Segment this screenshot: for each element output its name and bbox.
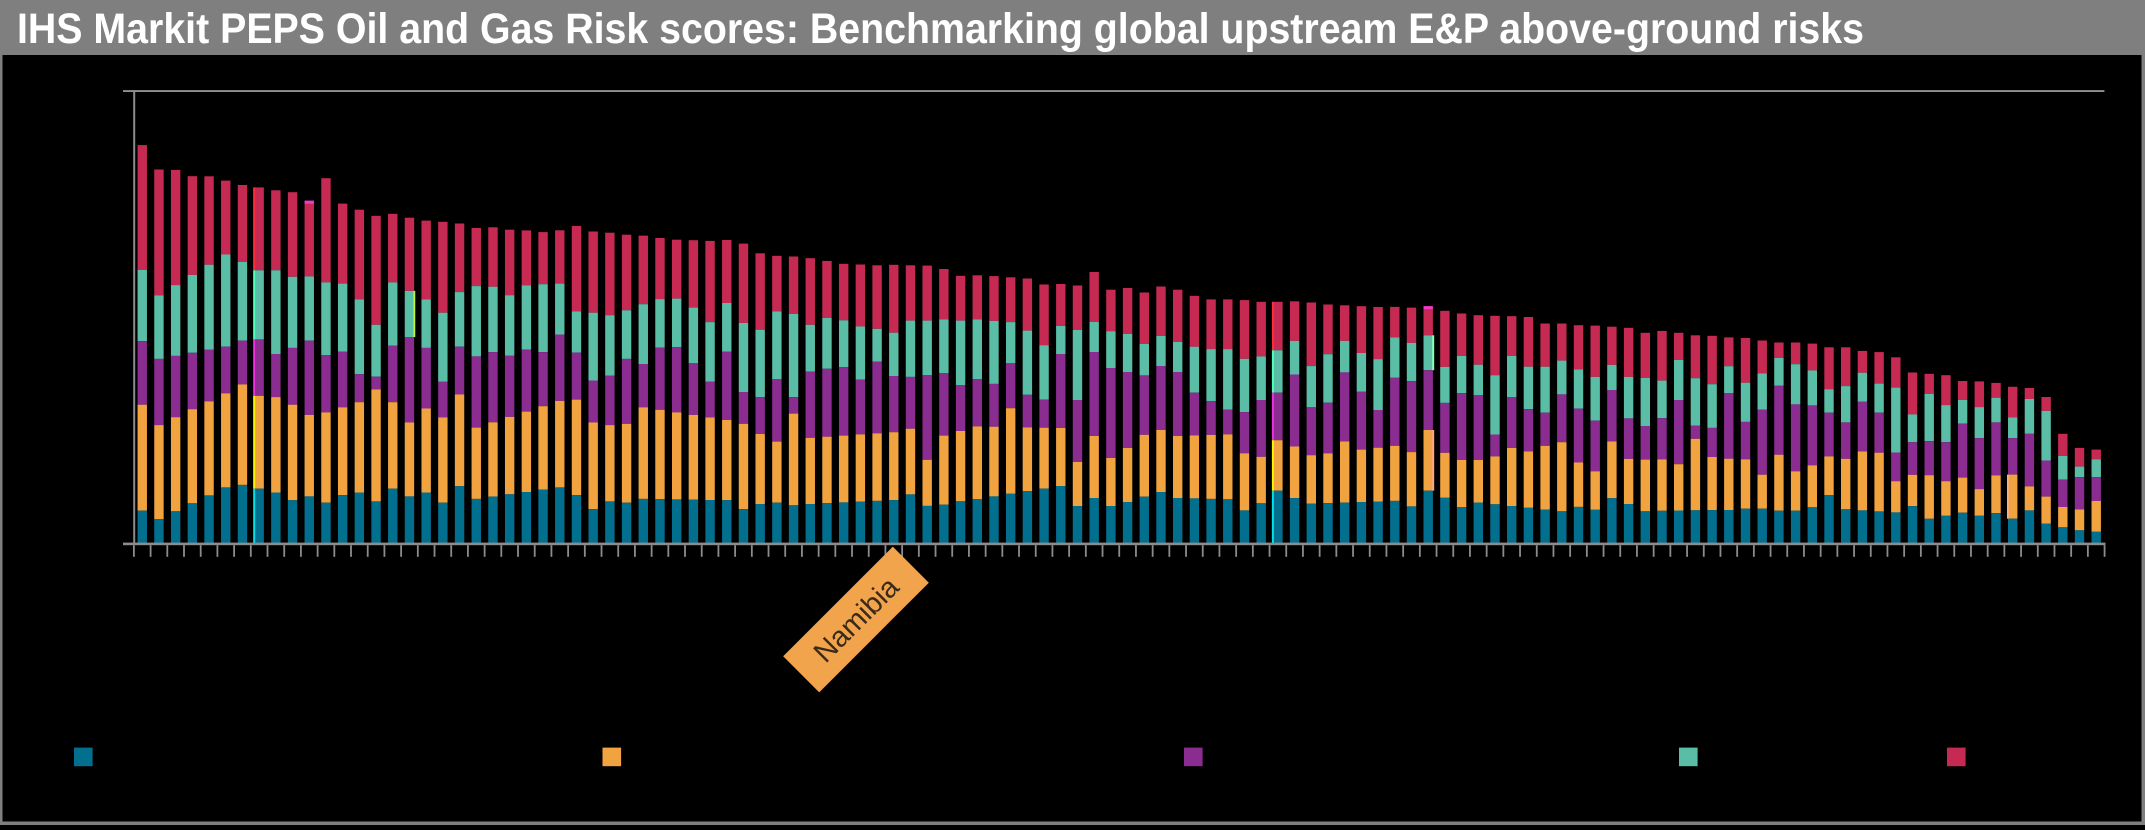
svg-text:IHS Markit PEPS Oil and Gas Ri: IHS Markit PEPS Oil and Gas Risk scores:… [17,5,1864,53]
